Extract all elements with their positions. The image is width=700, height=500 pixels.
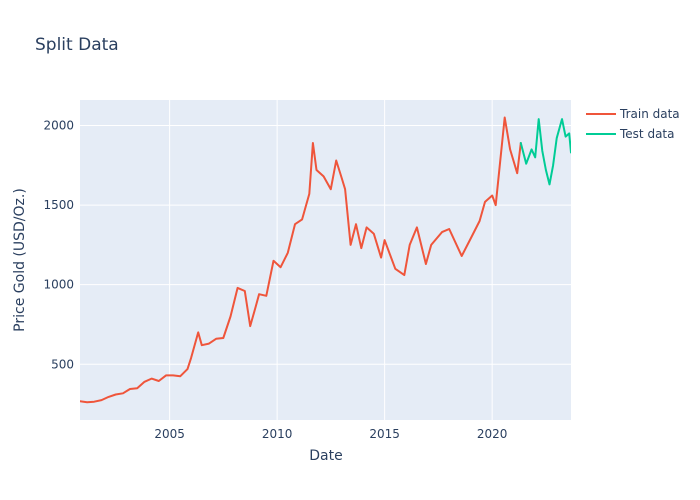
y-tick-label: 2000 bbox=[43, 118, 74, 132]
x-axis-title: Date bbox=[309, 448, 342, 464]
gridlines bbox=[80, 100, 571, 420]
x-tick-label: 2020 bbox=[477, 427, 508, 441]
chart-title: Split Data bbox=[35, 35, 119, 55]
x-tick-label: 2005 bbox=[154, 427, 185, 441]
y-axis-title: Price Gold (USD/Oz.) bbox=[12, 188, 28, 332]
x-tick-label: 2015 bbox=[369, 427, 400, 441]
series-layer bbox=[80, 116, 571, 404]
x-tick-label: 2010 bbox=[262, 427, 293, 441]
series-line-train bbox=[80, 116, 522, 404]
y-tick-label: 1000 bbox=[43, 278, 74, 292]
legend-label: Train data bbox=[619, 107, 680, 121]
series-line-test bbox=[519, 118, 571, 186]
tick-labels: 2005 2010 2015 2020 500 1000 1500 2000 bbox=[43, 118, 507, 441]
legend-item[interactable]: Train data bbox=[586, 107, 680, 121]
legend-label: Test data bbox=[619, 127, 674, 141]
legend-item[interactable]: Test data bbox=[586, 127, 674, 141]
legend[interactable]: Train data Test data bbox=[586, 107, 680, 141]
plot-area bbox=[80, 100, 571, 420]
y-tick-label: 1500 bbox=[43, 198, 74, 212]
y-tick-label: 500 bbox=[51, 357, 74, 371]
